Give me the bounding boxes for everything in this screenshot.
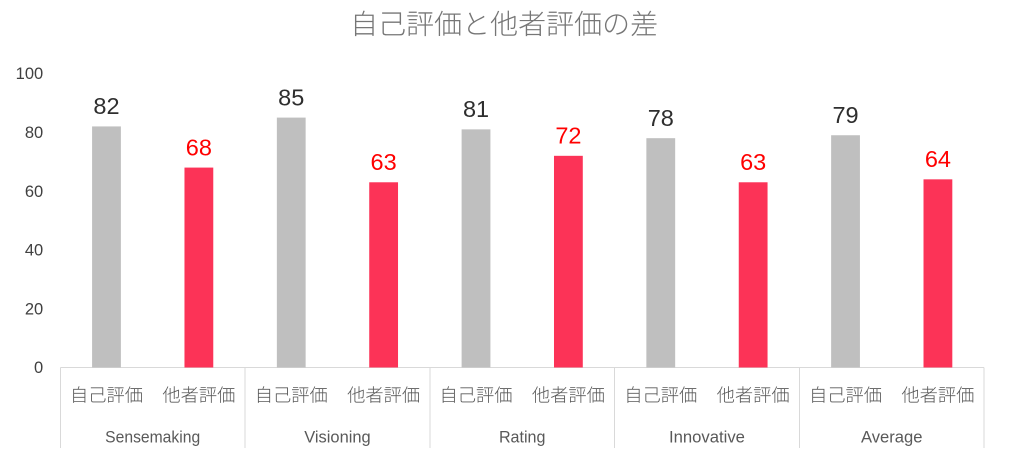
svg-text:Sensemaking: Sensemaking [105, 428, 200, 447]
svg-text:Visioning: Visioning [304, 428, 371, 447]
svg-text:63: 63 [371, 149, 397, 175]
svg-text:60: 60 [25, 183, 43, 201]
svg-text:63: 63 [740, 149, 766, 175]
svg-text:Average: Average [861, 428, 923, 447]
svg-text:85: 85 [278, 84, 304, 110]
svg-text:20: 20 [25, 300, 43, 318]
svg-text:Innovative: Innovative [669, 428, 745, 447]
svg-text:68: 68 [186, 134, 212, 160]
svg-text:81: 81 [463, 96, 489, 122]
svg-text:72: 72 [555, 123, 581, 149]
svg-text:Rating: Rating [499, 428, 546, 447]
svg-text:79: 79 [832, 102, 858, 128]
svg-text:100: 100 [16, 65, 44, 83]
svg-text:82: 82 [93, 93, 119, 119]
svg-text:80: 80 [25, 124, 43, 142]
svg-text:64: 64 [925, 146, 951, 172]
svg-text:40: 40 [25, 242, 43, 260]
svg-text:78: 78 [648, 105, 674, 131]
svg-text:0: 0 [34, 359, 43, 377]
